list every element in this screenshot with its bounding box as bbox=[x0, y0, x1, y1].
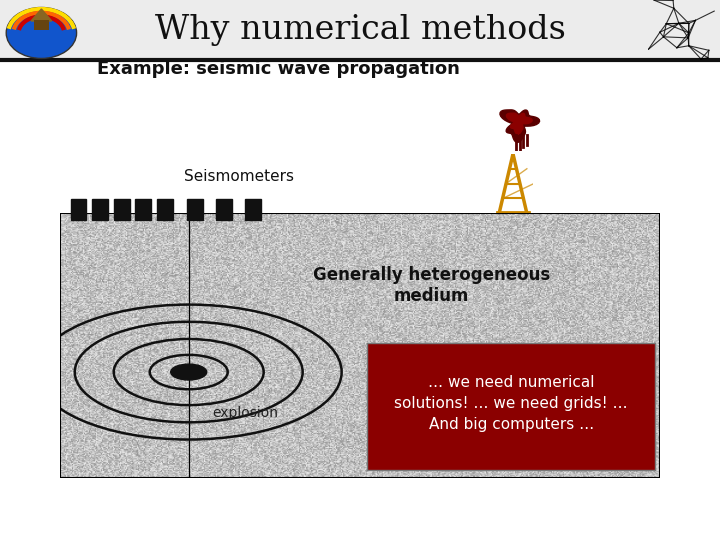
Text: … we need numerical
solutions! … we need grids! …
And big computers …: … we need numerical solutions! … we need… bbox=[395, 375, 628, 433]
Bar bbox=[0, 0, 720, 60]
Circle shape bbox=[6, 8, 76, 58]
Text: Example: seismic wave propagation: Example: seismic wave propagation bbox=[97, 60, 460, 78]
Text: Seismometers: Seismometers bbox=[184, 168, 294, 184]
Polygon shape bbox=[506, 113, 532, 134]
Text: explosion: explosion bbox=[212, 407, 279, 421]
Bar bbox=[34, 21, 49, 30]
Text: Why numerical methods: Why numerical methods bbox=[155, 14, 565, 46]
Circle shape bbox=[171, 364, 207, 380]
Polygon shape bbox=[500, 110, 539, 143]
Polygon shape bbox=[31, 9, 52, 21]
Text: Generally heterogeneous
medium: Generally heterogeneous medium bbox=[313, 266, 550, 305]
